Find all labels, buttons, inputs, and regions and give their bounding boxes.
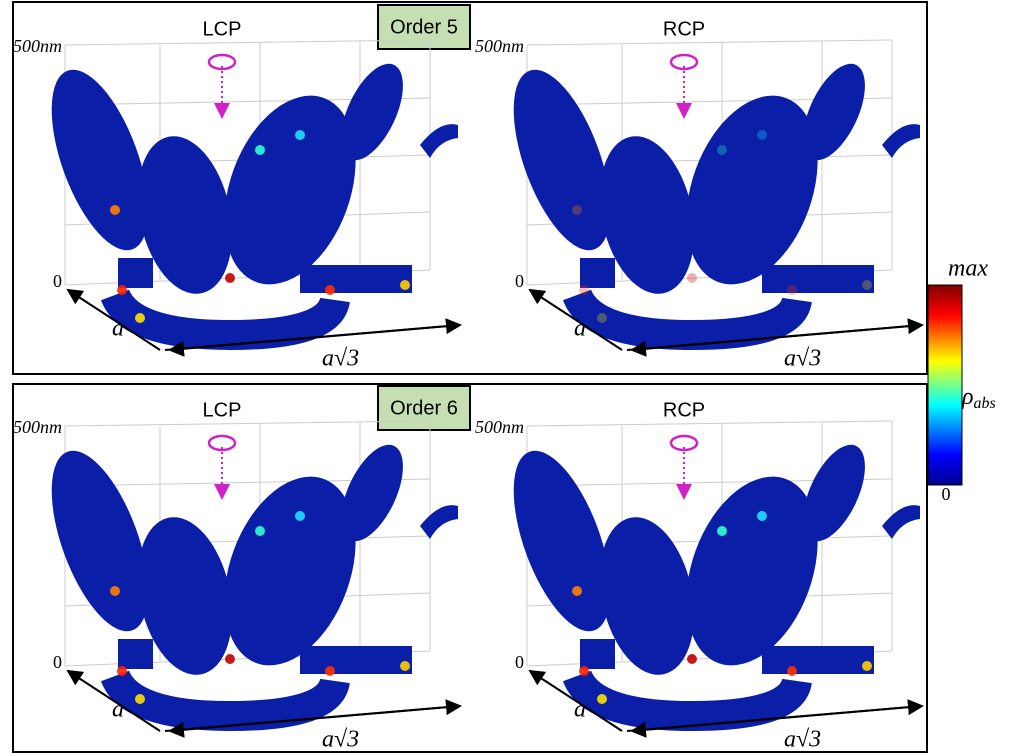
hot-spot (717, 145, 727, 155)
hot-spot (400, 280, 410, 290)
absorption-bar (580, 639, 615, 669)
absorption-blob (882, 124, 920, 158)
hot-spot (787, 666, 797, 676)
absorption-bar (580, 258, 615, 288)
polarization-label: RCP (663, 399, 705, 421)
grid-line (65, 40, 430, 45)
absorption-bar (118, 258, 153, 288)
hot-spot (572, 586, 582, 596)
hot-spot (862, 280, 872, 290)
colorbar-subscript: abs (974, 395, 996, 412)
y-axis-label: a√3 (322, 727, 359, 753)
hot-spot (295, 130, 305, 140)
hot-spot (572, 205, 582, 215)
hot-spot (717, 526, 727, 536)
absorption-blob (882, 505, 920, 539)
z-min-label: 0 (53, 652, 62, 672)
absorption-ring (577, 295, 797, 335)
absorption-ring (115, 295, 335, 335)
z-min-label: 0 (53, 271, 62, 291)
grid-line (527, 40, 892, 45)
hot-spot (110, 586, 120, 596)
subplot: a a√3 500nm 0 LCP (13, 399, 460, 752)
z-max-label: 500nm (475, 417, 524, 437)
x-axis-label: a (574, 316, 586, 342)
hot-spot (862, 661, 872, 671)
hot-spot (579, 666, 589, 676)
panel: Order 5 (378, 5, 470, 49)
hot-spot (110, 205, 120, 215)
polarization-label: LCP (203, 18, 242, 40)
z-max-label: 500nm (13, 417, 62, 437)
polarization-label: RCP (663, 18, 705, 40)
x-axis-label: a (574, 697, 586, 723)
colorbar (928, 285, 962, 485)
hot-spot (255, 526, 265, 536)
hot-spot (325, 666, 335, 676)
hot-spot (135, 694, 145, 704)
figure: max ρabs 0 Order 5 a a√3 500nm 0 LCP a a√3 500nm… (0, 0, 1035, 756)
order-label: Order 6 (390, 397, 458, 419)
hot-spot (255, 145, 265, 155)
hot-spot (597, 313, 607, 323)
absorption-blob (420, 124, 458, 158)
hot-spot (687, 654, 697, 664)
hot-spot (787, 285, 797, 295)
order-label: Order 5 (390, 16, 458, 38)
hot-spot (400, 661, 410, 671)
x-axis-label: a (112, 316, 124, 342)
z-max-label: 500nm (475, 36, 524, 56)
absorption-bar (300, 265, 412, 293)
panel: Order 6 (378, 386, 470, 430)
absorption-ring (577, 676, 797, 716)
hot-spot (117, 666, 127, 676)
subplot: a a√3 500nm 0 LCP (13, 18, 460, 371)
hot-spot (757, 511, 767, 521)
absorption-bar (118, 639, 153, 669)
z-max-label: 500nm (13, 36, 62, 56)
grid-line (65, 421, 430, 426)
hot-spot (325, 285, 335, 295)
absorption-blob (420, 505, 458, 539)
hot-spot (117, 285, 127, 295)
hot-spot (597, 694, 607, 704)
hot-spot (135, 313, 145, 323)
subplot: a a√3 500nm 0 RCP (475, 18, 922, 371)
colorbar-label: ρabs (961, 384, 996, 412)
subplot: a a√3 500nm 0 RCP (475, 399, 922, 752)
hot-spot (687, 273, 697, 283)
hot-spot (225, 654, 235, 664)
x-axis-label: a (112, 697, 124, 723)
absorption-bar (762, 646, 874, 674)
colorbar-max: max (948, 256, 988, 282)
z-min-label: 0 (515, 652, 524, 672)
colorbar-min: 0 (942, 484, 951, 504)
y-axis-label: a√3 (322, 346, 359, 372)
y-axis-label: a√3 (784, 346, 821, 372)
z-min-label: 0 (515, 271, 524, 291)
grid-line (527, 421, 892, 426)
absorption-bar (300, 646, 412, 674)
polarization-label: LCP (203, 399, 242, 421)
y-axis-label: a√3 (784, 727, 821, 753)
colorbar-symbol: ρ (961, 384, 974, 410)
hot-spot (295, 511, 305, 521)
hot-spot (225, 273, 235, 283)
absorption-bar (762, 265, 874, 293)
hot-spot (579, 285, 589, 295)
hot-spot (757, 130, 767, 140)
absorption-ring (115, 676, 335, 716)
